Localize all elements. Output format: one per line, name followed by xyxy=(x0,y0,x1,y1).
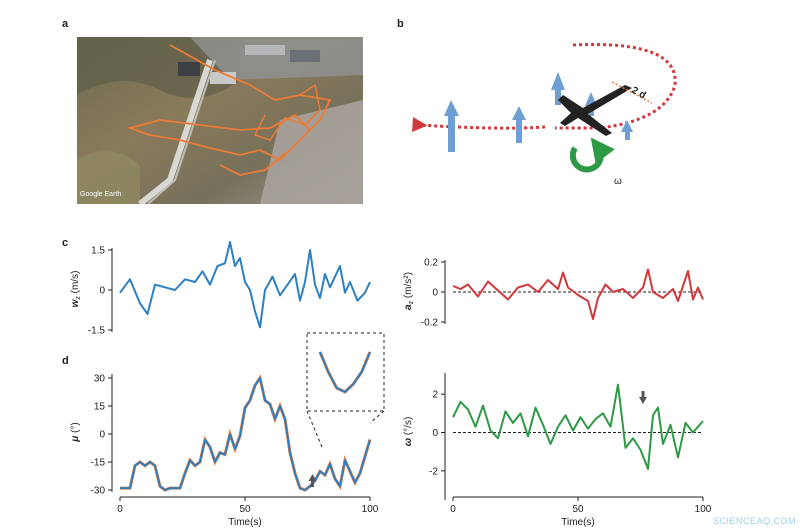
omega-label: ω xyxy=(614,176,622,187)
map-attribution: Google Earth xyxy=(80,191,121,198)
chart-wz: -1.5 0 1.5 wz (m/s) xyxy=(70,241,371,337)
satellite-map: Google Earth xyxy=(77,37,363,204)
series-line xyxy=(120,377,371,491)
inset-line xyxy=(319,351,371,394)
inset-connector-right xyxy=(369,410,385,424)
y-tick-label: 15 xyxy=(94,402,106,413)
marker-arrow-icon xyxy=(639,391,647,404)
y-tick-label: 2 xyxy=(432,390,438,401)
y-axis-label: ω (°/s) xyxy=(403,417,414,447)
y-tick-label: 0 xyxy=(99,430,105,441)
x-tick-label: 100 xyxy=(362,504,379,515)
span-dimension xyxy=(611,81,653,104)
y-tick-label: -0.2 xyxy=(421,318,439,329)
chart-az: -0.2 0 0.2 az (m/s²) xyxy=(403,258,704,329)
y-axis-label: wz (m/s) xyxy=(70,271,82,308)
y-axis-label: μ (°) xyxy=(70,422,81,442)
panel-letter-a: a xyxy=(62,18,69,30)
inset xyxy=(306,332,385,448)
y-tick-label: -2 xyxy=(429,466,438,477)
y-tick-label: -1.5 xyxy=(88,326,106,337)
x-tick-label: 0 xyxy=(117,504,123,515)
x-tick-label: 0 xyxy=(450,504,456,515)
y-tick-label: 0 xyxy=(432,288,438,299)
panel-letter-b: b xyxy=(397,18,404,30)
y-axis-label: az (m/s²) xyxy=(403,272,415,310)
x-tick-label: 50 xyxy=(239,504,251,515)
marker-arrow-icon xyxy=(308,474,317,487)
chart-omega: -2 0 2 0 50 100 Time(s) ω (°/s) xyxy=(403,373,712,528)
x-tick-label: 50 xyxy=(572,504,584,515)
y-tick-label: 0.2 xyxy=(424,258,438,269)
y-tick-label: -15 xyxy=(91,458,106,469)
series-line xyxy=(452,268,704,320)
inset-connector-left xyxy=(306,410,323,448)
watermark: SCIENCEAQ.COM xyxy=(713,516,796,526)
glider-diagram: 2 d ω xyxy=(412,43,677,187)
panel-letter-d: d xyxy=(62,355,69,367)
x-axis-label: Time(s) xyxy=(228,517,262,528)
series-line xyxy=(119,241,371,329)
rotation-arrow-icon xyxy=(569,137,615,173)
x-tick-label: 100 xyxy=(695,504,712,515)
chart-mu: -30 -15 0 15 30 0 50 100 Time(s) μ (°) xyxy=(70,374,379,529)
glider-path-loop xyxy=(555,43,677,130)
inset-plot xyxy=(318,351,372,394)
y-tick-label: -30 xyxy=(91,486,106,497)
charts: -1.5 0 1.5 wz (m/s) -0.2 0 0.2 az (m/s²) -30 -15 0… xyxy=(70,241,712,529)
panel-letter-c: c xyxy=(62,237,68,249)
x-axis-label: Time(s) xyxy=(561,517,595,528)
y-tick-label: 0 xyxy=(432,428,438,439)
y-tick-label: 0 xyxy=(99,286,105,297)
inset-box xyxy=(306,332,385,412)
updraft-arrows xyxy=(444,72,633,152)
series-line xyxy=(452,383,704,470)
y-tick-label: 30 xyxy=(94,374,106,385)
y-tick-label: 1.5 xyxy=(91,246,105,257)
glider-path-arrow xyxy=(412,117,546,133)
glider-icon xyxy=(558,85,632,136)
